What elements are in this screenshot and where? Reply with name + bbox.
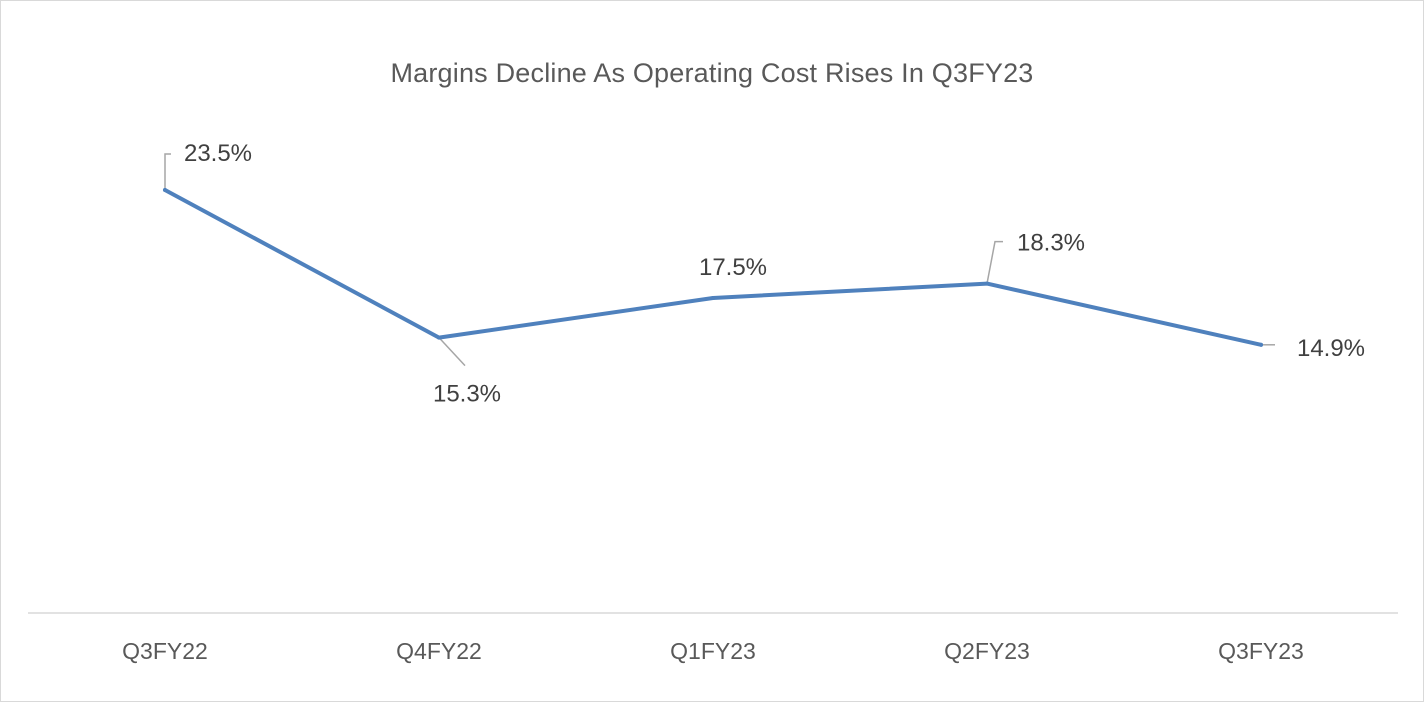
x-axis-tick-labels: Q3FY22 Q4FY22 Q1FY23 Q2FY23 Q3FY23	[122, 638, 1304, 664]
x-tick-label: Q3FY22	[122, 638, 208, 664]
x-tick-label: Q3FY23	[1218, 638, 1304, 664]
data-points	[163, 188, 1263, 347]
data-label: 14.9%	[1297, 335, 1365, 362]
data-labels: 23.5% 15.3% 17.5% 18.3% 14.9%	[184, 140, 1365, 408]
data-label: 23.5%	[184, 140, 252, 167]
chart-title: Margins Decline As Operating Cost Rises …	[390, 58, 1034, 88]
data-point	[163, 188, 167, 192]
leader-line	[986, 240, 1003, 284]
data-label: 15.3%	[433, 381, 501, 408]
leader-line	[164, 153, 171, 190]
x-tick-label: Q2FY23	[944, 638, 1030, 664]
data-point	[985, 281, 989, 286]
x-tick-label: Q4FY22	[396, 638, 482, 664]
data-point	[437, 335, 441, 340]
leader-line	[438, 337, 466, 367]
x-tick-label: Q1FY23	[670, 638, 756, 664]
data-label: 18.3%	[1017, 230, 1085, 257]
data-point	[711, 296, 715, 300]
data-point	[1259, 342, 1263, 347]
data-label: 17.5%	[699, 254, 767, 281]
